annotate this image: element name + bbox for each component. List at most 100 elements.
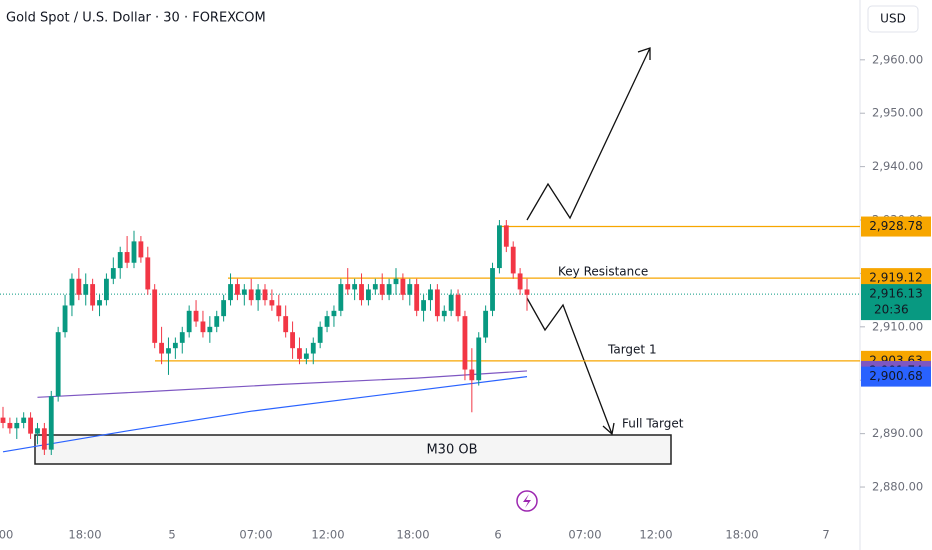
last-price-label: 2,916.13 xyxy=(869,287,922,301)
candle-body xyxy=(97,300,102,306)
candle-body xyxy=(90,284,96,306)
candle-body xyxy=(517,273,523,290)
y-tick-label: 2,880.00 xyxy=(872,480,923,494)
candle-body xyxy=(166,348,171,354)
x-tick-label: 00 xyxy=(0,528,13,542)
candle-body xyxy=(428,289,433,301)
candle-body xyxy=(414,284,420,311)
candle-body xyxy=(324,316,330,327)
x-tick-label: 18:00 xyxy=(725,528,758,542)
x-tick-label: 7 xyxy=(822,528,829,542)
candle-body xyxy=(83,284,89,295)
candle-body xyxy=(14,422,20,429)
x-tick-label: 12:00 xyxy=(311,528,344,542)
candle-body xyxy=(28,417,33,434)
candle-body xyxy=(386,284,392,295)
annotation: Target 1 xyxy=(607,343,657,357)
candle-body xyxy=(407,284,413,295)
candle-body xyxy=(152,289,158,343)
y-tick-label: 2,940.00 xyxy=(872,159,923,173)
candle-body xyxy=(476,337,482,381)
candle-body xyxy=(503,225,509,247)
chart-title: Gold Spot / U.S. Dollar · 30 · FOREXCOM xyxy=(6,11,266,26)
candle-body xyxy=(124,252,130,263)
annotation: Full Target xyxy=(622,417,684,431)
candle-body xyxy=(379,284,385,295)
level-tag xyxy=(861,216,931,237)
countdown: 20:36 xyxy=(874,303,909,317)
candle-body xyxy=(214,316,220,327)
candle-body xyxy=(310,342,316,354)
candle-body xyxy=(303,353,309,359)
candle-body xyxy=(510,246,516,274)
candle-body xyxy=(352,284,358,290)
y-tick-label: 2,890.00 xyxy=(872,426,923,440)
candle-body xyxy=(269,300,275,306)
ma-tag-label: 2,900.68 xyxy=(869,369,922,383)
x-tick-label: 5 xyxy=(168,528,175,542)
candle-body xyxy=(159,342,164,354)
candle-body xyxy=(462,316,468,370)
candle-body xyxy=(366,289,371,301)
arrow-down xyxy=(526,297,615,436)
candle-body xyxy=(359,284,364,301)
candle-body xyxy=(104,278,109,301)
level-tag xyxy=(861,268,931,289)
candle-body xyxy=(69,278,75,306)
moving-average xyxy=(2,376,528,453)
arrow-up xyxy=(526,47,651,221)
candle-body xyxy=(0,417,6,423)
x-tick-label: 18:00 xyxy=(68,528,101,542)
candle-body xyxy=(483,310,489,338)
candle-body xyxy=(117,252,123,269)
candle-body xyxy=(48,396,54,450)
candle-body xyxy=(338,284,344,311)
candle-body xyxy=(331,310,337,317)
candle-body xyxy=(283,316,289,333)
candle-body xyxy=(193,310,199,322)
x-tick-label: 6 xyxy=(494,528,501,542)
annotation: M30 OB xyxy=(426,443,477,458)
x-tick-label: 12:00 xyxy=(639,528,672,542)
candle-body xyxy=(145,257,151,290)
order-block xyxy=(34,434,672,465)
candle-body xyxy=(41,428,47,450)
x-tick-label: 07:00 xyxy=(239,528,272,542)
candle-body xyxy=(421,300,426,311)
candle-body xyxy=(434,289,440,317)
candle-body xyxy=(469,369,475,381)
candle-body xyxy=(221,300,227,317)
candle-body xyxy=(200,321,206,333)
candle-body xyxy=(345,284,351,290)
y-tick-label: 2,950.00 xyxy=(872,106,923,120)
candle-body xyxy=(497,225,502,269)
candle-body xyxy=(172,342,178,349)
candle-body xyxy=(110,268,116,279)
candle-body xyxy=(207,326,213,333)
level-tag-label: 2,928.78 xyxy=(869,219,922,233)
y-tick-label: 2,960.00 xyxy=(872,52,923,66)
candle-body xyxy=(131,241,137,263)
currency-button[interactable] xyxy=(867,5,919,33)
x-tick-label: 07:00 xyxy=(568,528,601,542)
candle-body xyxy=(179,332,185,343)
candle-body xyxy=(235,284,240,295)
candle-body xyxy=(262,289,268,301)
candle-body xyxy=(455,294,461,317)
candle-body xyxy=(228,284,233,301)
candle-body xyxy=(393,278,399,285)
candle-body xyxy=(21,417,27,423)
candle-body xyxy=(248,289,254,301)
candle-body xyxy=(255,289,261,301)
candle-body xyxy=(317,326,323,343)
candle-body xyxy=(290,332,295,349)
candle-body xyxy=(441,310,447,317)
candle-body xyxy=(372,284,378,290)
level-tag-label: 2,919.12 xyxy=(869,271,922,285)
currency: USD xyxy=(880,12,906,26)
candle-body xyxy=(186,310,192,333)
ma-tag xyxy=(861,366,931,387)
x-tick-label: 18:00 xyxy=(396,528,429,542)
